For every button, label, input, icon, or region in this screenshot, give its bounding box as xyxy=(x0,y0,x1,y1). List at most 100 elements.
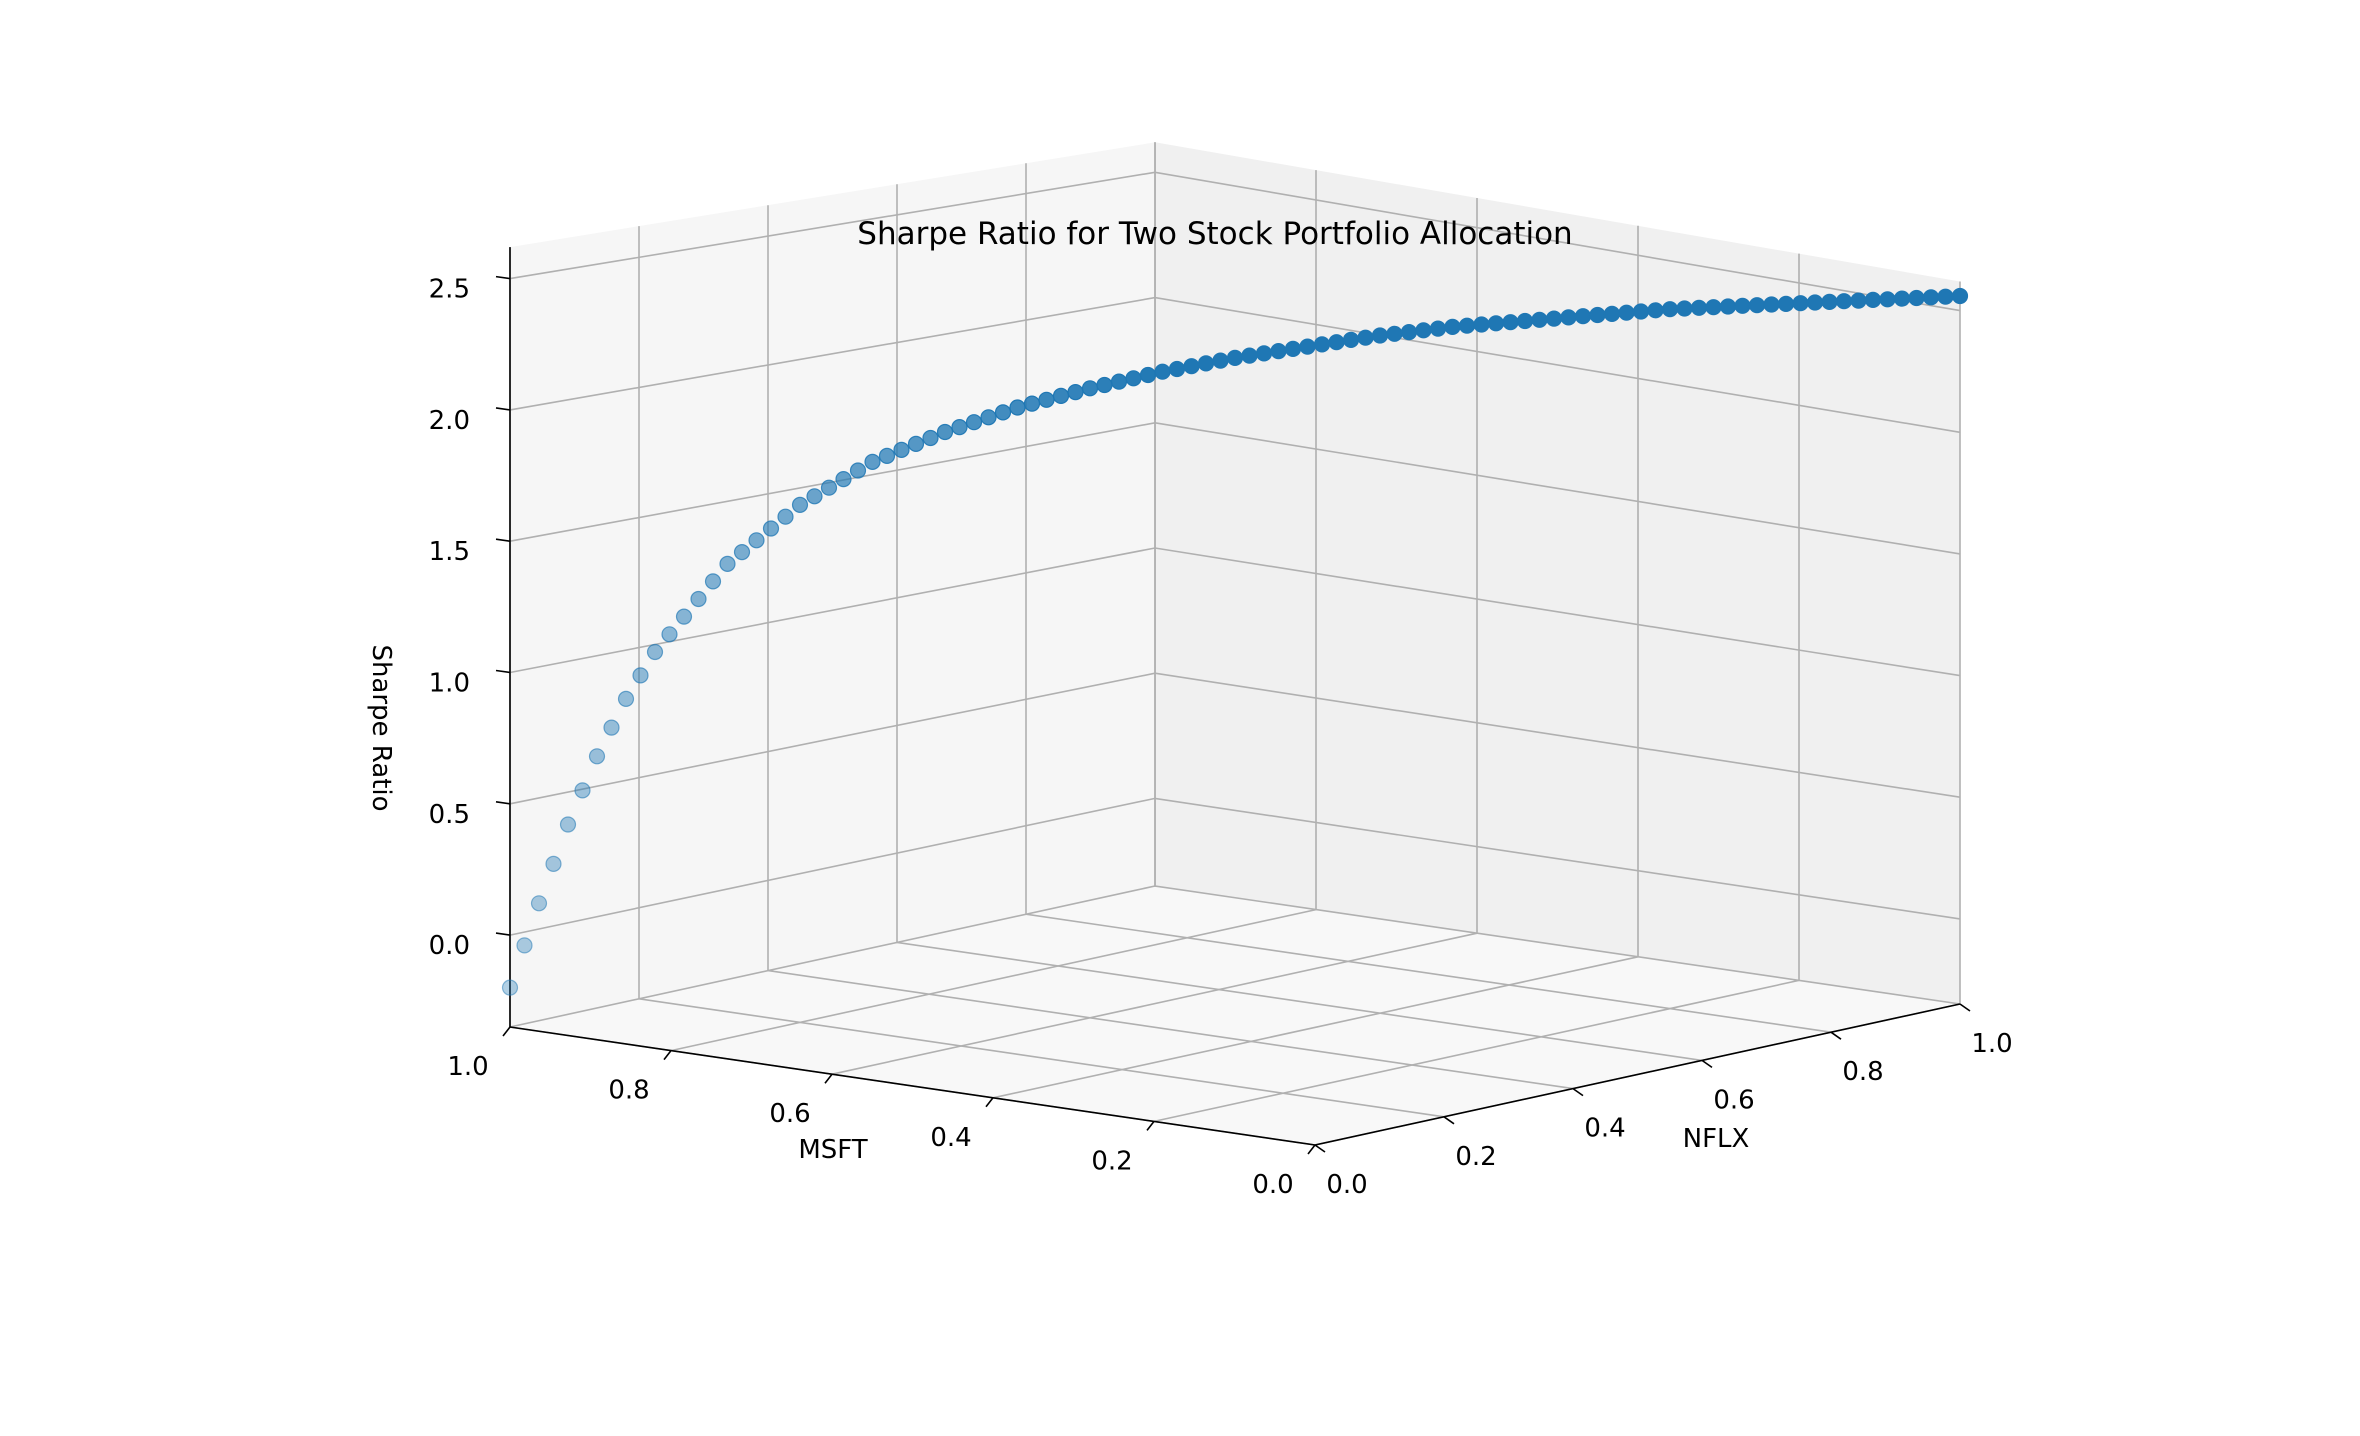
scatter-point xyxy=(748,532,765,549)
grid-line-sharpe xyxy=(509,797,1961,936)
z-tick-mark xyxy=(495,801,511,805)
scatter-point xyxy=(1734,297,1751,314)
scatter-point xyxy=(1081,380,1099,397)
scatter-point xyxy=(1835,293,1853,310)
scatter-point xyxy=(1864,291,1882,308)
back-left-pane xyxy=(1155,142,1960,1005)
scatter-point xyxy=(1299,338,1316,355)
scatter-point xyxy=(1748,297,1766,314)
x-tick-label: 0.2 xyxy=(1091,1146,1132,1176)
x-tick-label: 1.0 xyxy=(447,1052,488,1082)
scatter-point xyxy=(1284,340,1302,357)
scatter-point xyxy=(893,441,910,458)
scatter-point xyxy=(617,690,635,708)
y-tick-label: 0.4 xyxy=(1584,1114,1625,1144)
x-tick-mark xyxy=(1146,1120,1155,1131)
z-axis-label: Sharpe Ratio xyxy=(366,644,396,811)
scatter-point xyxy=(1110,373,1128,390)
y-tick-label: 0.2 xyxy=(1455,1142,1496,1172)
x-tick-label: 0.8 xyxy=(608,1076,649,1106)
scatter-point xyxy=(1357,329,1374,346)
scatter-point xyxy=(849,462,867,479)
scatter-point xyxy=(1618,304,1635,321)
tick-labels: 0.0 0.2 0.4 0.6 0.8 1.0 0.0 0.2 0.4 0.6 0.8 1.0 0.0 0… xyxy=(429,275,2013,1200)
scatter-point xyxy=(951,419,968,436)
scatter-points xyxy=(501,287,1969,996)
scatter-point xyxy=(1212,352,1229,369)
scatter-point xyxy=(530,895,548,912)
z-tick-label: 1.5 xyxy=(429,537,470,567)
scatter-point xyxy=(1038,391,1055,408)
scatter-point xyxy=(545,855,562,873)
scatter-point xyxy=(690,590,707,608)
y-tick-mark xyxy=(1830,1031,1842,1040)
scatter-point xyxy=(1328,334,1345,351)
scatter-point xyxy=(762,520,780,537)
y-axis-label: NFLX xyxy=(1683,1124,1750,1154)
scatter-point xyxy=(1690,299,1708,316)
grid-line-sharpe xyxy=(509,296,1961,434)
scatter-point xyxy=(559,816,577,833)
z-tick-label: 1.0 xyxy=(429,669,470,699)
scatter-point xyxy=(1241,347,1258,364)
x-tick-label: 0.6 xyxy=(769,1099,810,1129)
scatter-point xyxy=(835,471,852,488)
scatter-point xyxy=(1951,287,1969,305)
grid-line-nflx xyxy=(1154,142,1961,1005)
axes-panes xyxy=(510,142,1960,1145)
scatter-point xyxy=(1502,314,1519,331)
grid-line-sharpe xyxy=(509,547,1961,677)
scatter-point xyxy=(1879,291,1896,308)
scatter-point xyxy=(719,555,736,573)
scatter-point xyxy=(864,453,881,470)
x-tick-mark xyxy=(502,1026,511,1037)
scatter-point xyxy=(806,488,823,505)
x-tick-mark xyxy=(985,1097,994,1108)
scatter-point xyxy=(820,479,838,496)
scatter-point xyxy=(922,429,939,447)
scatter-point xyxy=(675,608,693,625)
scatter-point xyxy=(1096,376,1113,394)
scatter-point xyxy=(603,719,620,736)
z-tick-mark xyxy=(495,669,511,674)
scatter-point xyxy=(1560,309,1577,326)
scatter-point xyxy=(777,508,794,525)
y-tick-mark xyxy=(1572,1087,1584,1097)
grid-line-sharpe xyxy=(509,171,1961,312)
z-tick-label: 0.0 xyxy=(429,931,470,961)
x-axis-line xyxy=(509,1026,1316,1146)
scatter-point xyxy=(1458,317,1476,334)
scatter-point xyxy=(1603,305,1621,322)
x-axis-label: MSFT xyxy=(798,1135,867,1165)
scatter-point xyxy=(1908,289,1925,307)
scatter-point xyxy=(1821,293,1838,310)
floor-pane xyxy=(510,886,1960,1145)
scatter-point xyxy=(1487,315,1505,332)
scatter-point xyxy=(1183,358,1200,375)
scatter-point xyxy=(1400,324,1418,341)
scatter-point xyxy=(1067,384,1084,401)
scatter-point xyxy=(1255,345,1273,362)
y-tick-mark xyxy=(1959,1003,1971,1012)
y-tick-mark xyxy=(1701,1059,1713,1069)
scatter-point xyxy=(1009,399,1026,416)
grid-line-sharpe xyxy=(509,672,1961,805)
back-right-pane xyxy=(510,142,1155,1028)
scatter-point xyxy=(878,447,896,464)
scatter-point xyxy=(1226,349,1244,366)
scatter-point xyxy=(1168,360,1186,378)
scatter-point xyxy=(1342,331,1360,348)
scatter-point xyxy=(1647,302,1664,319)
scatter-point xyxy=(516,937,533,954)
scatter-point xyxy=(1270,343,1287,360)
scatter-point xyxy=(1574,308,1592,325)
scatter-point xyxy=(1429,320,1447,337)
y-tick-mark xyxy=(1314,1144,1326,1153)
grid-line-sharpe xyxy=(509,421,1961,555)
scatter-point xyxy=(1893,290,1911,307)
scatter-point xyxy=(646,643,664,661)
scatter-point xyxy=(501,979,519,996)
scatter-point xyxy=(1792,295,1809,312)
scatter-point xyxy=(1516,312,1534,330)
